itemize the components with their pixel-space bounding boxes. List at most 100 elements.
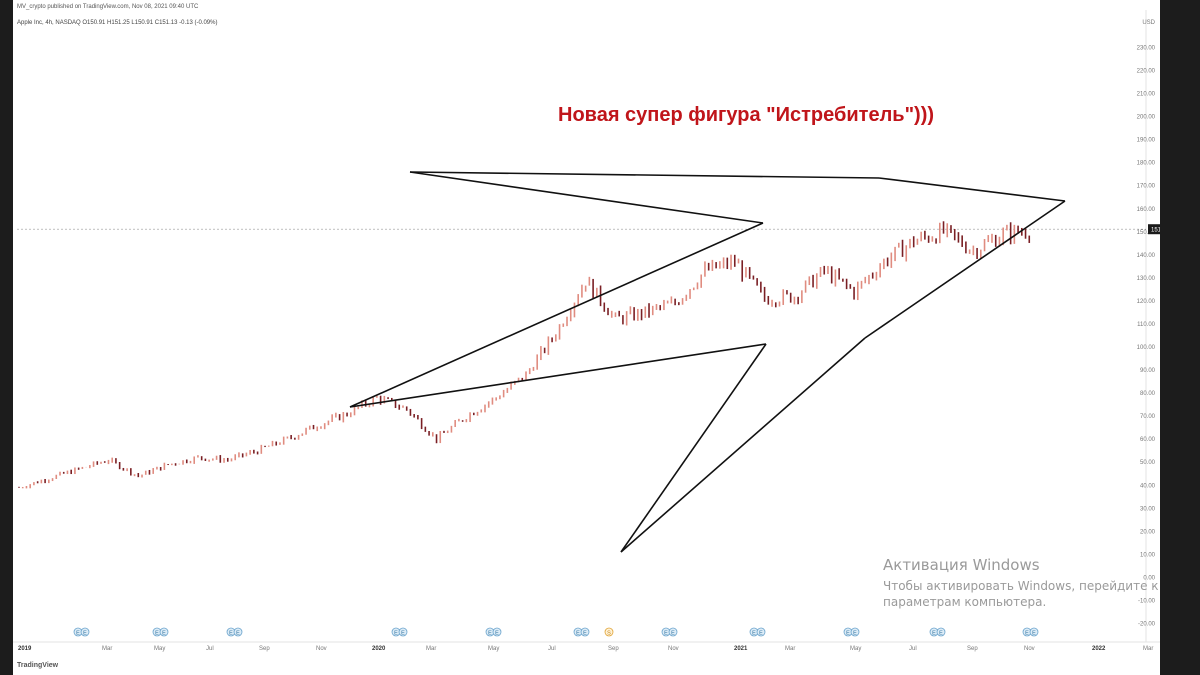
y-tick-label: 50.00 — [1140, 460, 1156, 466]
earnings-marker-label: E — [671, 631, 675, 637]
symbol-info: Apple Inc, 4h, NASDAQ O150.91 H151.25 L1… — [17, 20, 218, 26]
earnings-marker — [580, 627, 590, 637]
x-tick-label: Nov — [668, 646, 679, 652]
dividend-marker — [604, 627, 614, 637]
dividend-marker-label: S — [607, 631, 611, 637]
y-tick-label: 230.00 — [1137, 46, 1156, 52]
earnings-marker — [850, 627, 860, 637]
earnings-marker-label: E — [162, 631, 166, 637]
earnings-marker — [1029, 627, 1039, 637]
publish-info: MV_crypto published on TradingView.com, … — [17, 4, 199, 10]
earnings-marker-label: E — [83, 631, 87, 637]
earnings-marker — [936, 627, 946, 637]
y-tick-label: 200.00 — [1137, 115, 1156, 121]
earnings-marker-label: E — [1032, 631, 1036, 637]
drawing-line — [620, 337, 866, 553]
windows-activation-watermark: Активация Windows Чтобы активировать Win… — [883, 556, 1159, 610]
y-tick-label: 20.00 — [1140, 529, 1156, 535]
x-tick-label: Sep — [967, 646, 978, 652]
x-tick-label: Mar — [1143, 646, 1153, 652]
earnings-marker-label: E — [488, 631, 492, 637]
earnings-marker-label: E — [76, 631, 80, 637]
earnings-marker-label: E — [853, 631, 857, 637]
tradingview-logo: TradingView — [17, 662, 59, 669]
drawing-line — [864, 200, 1066, 339]
earnings-marker-label: E — [394, 631, 398, 637]
x-tick-label: 2019 — [18, 646, 32, 652]
earnings-marker-label: E — [401, 631, 405, 637]
y-tick-label: -10.00 — [1138, 598, 1156, 604]
earnings-marker-label: E — [664, 631, 668, 637]
x-tick-label: May — [850, 646, 861, 652]
y-tick-label: 40.00 — [1140, 483, 1156, 489]
earnings-marker — [398, 627, 408, 637]
drawing-line — [620, 343, 767, 553]
y-tick-label: 30.00 — [1140, 506, 1156, 512]
x-tick-label: May — [488, 646, 499, 652]
x-tick-label: Nov — [1024, 646, 1035, 652]
earnings-marker-label: E — [155, 631, 159, 637]
annotation-title: Новая супер фигура "Истребитель"))) — [558, 104, 935, 126]
footer-bar: TradingView — [13, 660, 1160, 675]
drawing-line — [409, 171, 764, 224]
y-tick-label: 90.00 — [1140, 368, 1156, 374]
last-price-label: 151.13 — [1151, 228, 1160, 234]
chart-frame: USD -20.00 -10.00 0.00 10.00 20.00 30.00 40.00 5… — [13, 0, 1160, 675]
drawing-line — [409, 171, 880, 179]
y-tick-label: 100.00 — [1137, 345, 1156, 351]
earnings-marker-label: E — [576, 631, 580, 637]
y-tick-label: 210.00 — [1137, 92, 1156, 98]
watermark-title: Активация Windows — [883, 556, 1040, 574]
x-tick-label: 2020 — [372, 646, 386, 652]
earnings-marker — [233, 627, 243, 637]
y-tick-label: 180.00 — [1137, 161, 1156, 167]
y-tick-label: 10.00 — [1140, 552, 1156, 558]
last-price-badge — [1148, 224, 1160, 235]
earnings-marker-label: E — [495, 631, 499, 637]
x-tick-label: Nov — [316, 646, 327, 652]
y-tick-label: 170.00 — [1137, 184, 1156, 190]
earnings-marker-label: E — [939, 631, 943, 637]
y-tick-label: 80.00 — [1140, 391, 1156, 397]
watermark-line2[interactable]: параметрам компьютера. — [883, 595, 1047, 609]
y-tick-label: 120.00 — [1137, 299, 1156, 305]
earnings-marker-label: E — [759, 631, 763, 637]
earnings-marker — [80, 627, 90, 637]
currency-label: USD — [1142, 20, 1155, 26]
y-tick-label: 60.00 — [1140, 437, 1156, 443]
earnings-marker — [756, 627, 766, 637]
y-tick-label: 160.00 — [1137, 207, 1156, 213]
y-tick-label: 130.00 — [1137, 276, 1156, 282]
x-tick-label: Sep — [608, 646, 619, 652]
earnings-marker-label: E — [1025, 631, 1029, 637]
y-tick-label: 0.00 — [1143, 575, 1155, 581]
y-tick-label: 140.00 — [1137, 253, 1156, 259]
y-tick-label: 70.00 — [1140, 414, 1156, 420]
y-tick-label: -20.00 — [1138, 622, 1156, 628]
drawing-line — [349, 222, 764, 408]
earnings-marker-label: E — [846, 631, 850, 637]
x-tick-label: Jul — [909, 646, 917, 652]
earnings-marker-label: E — [932, 631, 936, 637]
price-chart: USD -20.00 -10.00 0.00 10.00 20.00 30.00 40.00 5… — [13, 10, 1160, 652]
x-tick-label: Mar — [785, 646, 795, 652]
x-tick-label: Sep — [259, 646, 270, 652]
y-tick-label: 190.00 — [1137, 138, 1156, 144]
earnings-marker — [159, 627, 169, 637]
earnings-marker-label: E — [752, 631, 756, 637]
x-tick-label: May — [154, 646, 165, 652]
earnings-marker — [668, 627, 678, 637]
y-tick-label: 150.00 — [1137, 230, 1156, 236]
earnings-marker-label: E — [236, 631, 240, 637]
y-tick-label: 220.00 — [1137, 69, 1156, 75]
x-tick-label: Mar — [426, 646, 436, 652]
watermark-line1[interactable]: Чтобы активировать Windows, перейдите к — [883, 579, 1159, 593]
x-tick-label: Mar — [102, 646, 112, 652]
y-tick-label: 110.00 — [1137, 322, 1156, 328]
drawing-line — [878, 177, 1066, 202]
earnings-marker-label: E — [229, 631, 233, 637]
x-tick-label: Jul — [548, 646, 556, 652]
drawing-line — [349, 343, 767, 408]
earnings-marker — [492, 627, 502, 637]
x-tick-label: Jul — [206, 646, 214, 652]
